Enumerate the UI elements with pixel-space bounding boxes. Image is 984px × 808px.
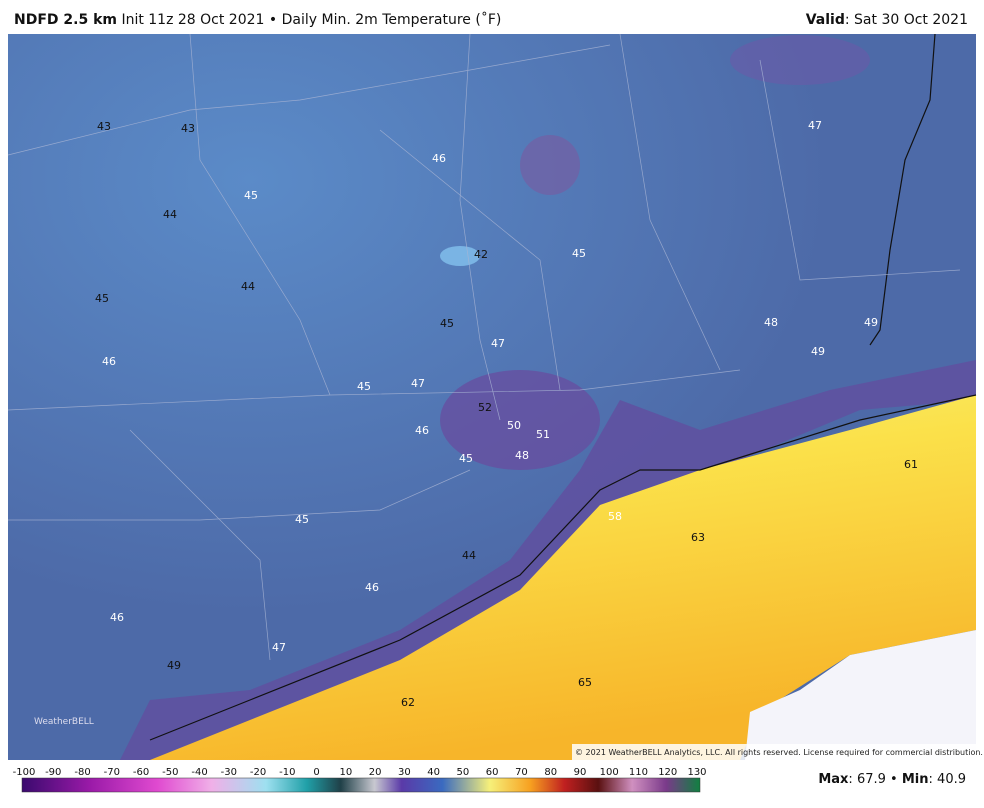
station-value: 47 [272, 641, 286, 654]
station-value: 46 [432, 152, 446, 165]
stats: Max: 67.9 • Min: 40.9 [818, 772, 966, 787]
station-value: 47 [808, 119, 822, 132]
colorbar-tick-label: 60 [486, 767, 499, 778]
colorbar-tick-label: -70 [104, 767, 120, 778]
colorbar-tick-label: 90 [574, 767, 587, 778]
colorbar-tick-label: 130 [687, 767, 706, 778]
copyright: © 2021 WeatherBELL Analytics, LLC. All r… [575, 748, 983, 757]
colorbar-tick-label: 40 [427, 767, 440, 778]
colorbar-tick-label: -90 [45, 767, 61, 778]
coastal-band [120, 360, 976, 760]
colon: : [928, 772, 933, 787]
colorbar-tick-label: 50 [457, 767, 470, 778]
copyright-box [572, 744, 976, 760]
station-value: 44 [163, 208, 177, 221]
station-value: 46 [415, 424, 429, 437]
station-value: 62 [401, 696, 415, 709]
colorbar-tick-label: -50 [162, 767, 178, 778]
station-value: 46 [365, 581, 379, 594]
station-value: 45 [572, 247, 586, 260]
station-value: 63 [691, 531, 705, 544]
model: NDFD 2.5 km [14, 12, 117, 28]
warm-pocket [730, 35, 870, 85]
cool-pocket [440, 246, 480, 266]
station-value: 48 [515, 449, 529, 462]
colorbar-tick-label: -60 [133, 767, 149, 778]
min-label: Min [901, 772, 929, 787]
colon: : [848, 772, 853, 787]
station-value: 45 [357, 380, 371, 393]
max-value: 67.9 [856, 772, 886, 787]
warm-pocket [520, 135, 580, 195]
station-value: 65 [578, 676, 592, 689]
station-value: 51 [536, 428, 550, 441]
min-value: 40.9 [937, 772, 966, 787]
colorbar-tick-label: -10 [279, 767, 295, 778]
valid-label: Valid [805, 12, 845, 28]
station-value: 47 [411, 377, 425, 390]
no-data [745, 630, 976, 760]
state-border [869, 33, 936, 346]
warm-pocket [440, 370, 600, 470]
station-value: 45 [244, 189, 258, 202]
station-value: 43 [181, 122, 195, 135]
station-value: 61 [904, 458, 918, 471]
station-value: 42 [474, 248, 488, 261]
colorbar-tick-label: 80 [544, 767, 557, 778]
station-value: 48 [764, 316, 778, 329]
separator: • [268, 12, 278, 28]
colorbar-tick-label: -20 [250, 767, 266, 778]
station-value: 45 [295, 513, 309, 526]
field: Daily Min. 2m Temperature (˚F) [281, 12, 502, 28]
colorbar-tick-label: 120 [658, 767, 677, 778]
colorbar-tick-label: -40 [191, 767, 207, 778]
station-value: 45 [459, 452, 473, 465]
station-value: 44 [241, 280, 255, 293]
init: Init 11z 28 Oct 2021 [121, 12, 265, 28]
separator: • [890, 772, 898, 787]
gulf [150, 395, 976, 760]
station-value: 49 [167, 659, 181, 672]
colorbar-tick-label: 20 [369, 767, 382, 778]
county-lines [7, 33, 961, 661]
station-value: 44 [462, 549, 476, 562]
max-label: Max [818, 772, 849, 787]
header-right: Valid: Sat 30 Oct 2021 [806, 12, 968, 28]
valid-text: : Sat 30 Oct 2021 [844, 12, 968, 28]
header-left: NDFD 2.5 km Init 11z 28 Oct 2021 • Daily… [14, 12, 501, 28]
station-value: 45 [440, 317, 454, 330]
colorbar-tick-label: 10 [340, 767, 353, 778]
colorbar-tick-label: -30 [221, 767, 237, 778]
logo: WeatherBELL [34, 717, 94, 727]
station-value: 49 [864, 316, 878, 329]
colorbar [21, 777, 701, 793]
colorbar-tick-label: 0 [313, 767, 319, 778]
station-value: 50 [507, 419, 521, 432]
station-value: 45 [95, 292, 109, 305]
colorbar-tick-label: 70 [515, 767, 528, 778]
station-value: 43 [97, 120, 111, 133]
colorbar-tick-label: 100 [600, 767, 619, 778]
colorbar-tick-label: -100 [13, 767, 36, 778]
station-value: 46 [110, 611, 124, 624]
coastline [149, 394, 977, 741]
station-value: 49 [811, 345, 825, 358]
colorbar-tick-label: 30 [398, 767, 411, 778]
station-value: 58 [608, 510, 622, 523]
station-value: 52 [478, 401, 492, 414]
colorbar-tick-label: -80 [74, 767, 90, 778]
station-value: 47 [491, 337, 505, 350]
colorbar-tick-label: 110 [629, 767, 648, 778]
station-value: 46 [102, 355, 116, 368]
